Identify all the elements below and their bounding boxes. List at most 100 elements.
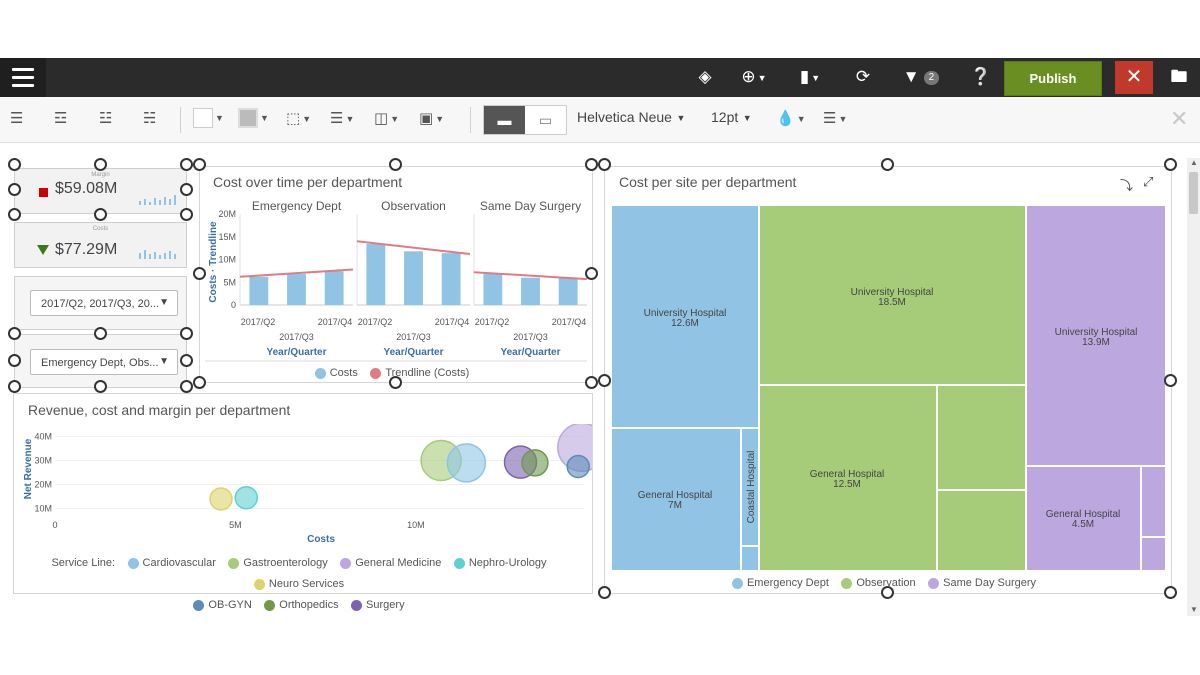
legend-item-general-medicine[interactable]: General Medicine bbox=[340, 557, 441, 569]
trendline[interactable] bbox=[239, 268, 354, 278]
legend-item-orthopedics[interactable]: Orthopedics bbox=[264, 599, 339, 611]
filter-button[interactable]: ▼ 2 bbox=[896, 66, 946, 88]
bar[interactable] bbox=[249, 276, 269, 305]
font-size-select[interactable]: 12pt ▼ bbox=[711, 109, 752, 125]
add-widget-button[interactable]: ⊕ ▼ bbox=[741, 67, 767, 86]
treemap-cell[interactable] bbox=[611, 427, 742, 571]
border-color-button[interactable]: ▼ bbox=[238, 108, 269, 129]
trendline[interactable] bbox=[473, 271, 588, 281]
treemap-cell[interactable] bbox=[1140, 465, 1166, 538]
text-color-button[interactable]: 💧 ▼ bbox=[776, 109, 806, 129]
legend-item-ob-gyn[interactable]: OB-GYN bbox=[193, 599, 252, 611]
bubble-point[interactable] bbox=[521, 449, 549, 477]
resize-handle[interactable] bbox=[389, 158, 402, 171]
resize-handle[interactable] bbox=[1164, 374, 1177, 387]
legend-item-observation[interactable]: Observation bbox=[841, 577, 916, 589]
close-editor-button[interactable]: ✕ bbox=[1115, 61, 1153, 94]
kpi-margin[interactable]: Margin $59.08M bbox=[14, 168, 187, 214]
revenue-cost-margin-panel[interactable]: Revenue, cost and margin per department … bbox=[13, 393, 593, 611]
legend-item-gastroenterology[interactable]: Gastroenterology bbox=[228, 557, 328, 569]
show-title-icon[interactable]: ▬ bbox=[484, 106, 525, 134]
scroll-up-icon[interactable]: ▲ bbox=[1190, 158, 1198, 167]
resize-handle[interactable] bbox=[180, 158, 193, 171]
quarter-filter-dropdown[interactable]: 2017/Q2, 2017/Q3, 20... ▼ bbox=[30, 290, 178, 316]
legend-item-nephro-urology[interactable]: Nephro-Urology bbox=[453, 557, 547, 569]
resize-handle[interactable] bbox=[180, 327, 193, 340]
resize-handle[interactable] bbox=[8, 327, 21, 340]
bubble-point[interactable] bbox=[209, 487, 233, 511]
bubble-point[interactable] bbox=[234, 486, 259, 510]
treemap-cell[interactable] bbox=[936, 384, 1027, 491]
diamond-navigate-icon[interactable]: ◈ bbox=[698, 67, 712, 86]
resize-handle[interactable] bbox=[94, 380, 107, 393]
bubble-point[interactable] bbox=[446, 443, 487, 483]
padding-button[interactable]: ◫ ▼ bbox=[374, 109, 399, 129]
resize-handle[interactable] bbox=[1164, 586, 1177, 599]
treemap-cell[interactable] bbox=[936, 489, 1027, 571]
text-align-button[interactable]: ☰ ▼ bbox=[823, 109, 847, 129]
legend-item-costs[interactable]: Costs bbox=[314, 367, 358, 379]
legend-item-trendline[interactable]: Trendline (Costs) bbox=[370, 367, 469, 379]
resize-handle[interactable] bbox=[8, 158, 21, 171]
layers-icon[interactable]: ☰ bbox=[10, 110, 24, 127]
resize-handle[interactable] bbox=[881, 586, 894, 599]
resize-handle[interactable] bbox=[94, 158, 107, 171]
legend-item-neuro-services[interactable]: Neuro Services bbox=[253, 578, 344, 590]
bar[interactable] bbox=[366, 244, 386, 305]
resize-handle[interactable] bbox=[585, 376, 598, 389]
page-button[interactable]: ▮ ▼ bbox=[799, 67, 821, 86]
resize-handle[interactable] bbox=[8, 183, 21, 196]
shadow-button[interactable]: ▣ ▼ bbox=[419, 109, 444, 129]
drill-down-icon[interactable]: ⤵ bbox=[1120, 178, 1134, 193]
send-backward-icon[interactable]: ☵ bbox=[143, 110, 157, 127]
cost-per-site-panel[interactable]: Cost per site per department ⤵ ⤢ Univers… bbox=[604, 166, 1172, 594]
resize-handle[interactable] bbox=[180, 208, 193, 221]
resize-handle[interactable] bbox=[193, 376, 206, 389]
line-weight-button[interactable]: ☰ ▼ bbox=[330, 109, 354, 129]
resize-handle[interactable] bbox=[585, 267, 598, 280]
bubble-point[interactable] bbox=[566, 454, 590, 479]
resize-handle[interactable] bbox=[585, 158, 598, 171]
legend-item-emergency[interactable]: Emergency Dept bbox=[731, 577, 829, 589]
resize-handle[interactable] bbox=[598, 374, 611, 387]
border-style-button[interactable]: ⬚ ▼ bbox=[286, 109, 311, 129]
resize-handle[interactable] bbox=[180, 354, 193, 367]
help-icon[interactable]: ❔ bbox=[970, 67, 992, 86]
legend-item-cardiovascular[interactable]: Cardiovascular bbox=[127, 557, 216, 569]
bar[interactable] bbox=[404, 251, 423, 305]
publish-button[interactable]: Publish bbox=[1004, 61, 1102, 96]
resize-handle[interactable] bbox=[180, 183, 193, 196]
bar[interactable] bbox=[324, 271, 344, 305]
font-family-select[interactable]: Helvetica Neue ▼ bbox=[577, 109, 685, 125]
bar[interactable] bbox=[521, 277, 540, 305]
fill-color-button[interactable]: ▼ bbox=[193, 108, 224, 129]
cost-over-time-panel[interactable]: Cost over time per department Costs · Tr… bbox=[199, 166, 593, 383]
bar[interactable] bbox=[287, 274, 306, 305]
treemap-cell[interactable] bbox=[1140, 536, 1166, 571]
kpi-costs[interactable]: Costs $77.29M bbox=[14, 222, 187, 268]
resize-handle[interactable] bbox=[1164, 158, 1177, 171]
resize-handle[interactable] bbox=[94, 327, 107, 340]
resize-handle[interactable] bbox=[180, 380, 193, 393]
folder-icon[interactable]: 🖿 bbox=[1170, 67, 1188, 86]
resize-handle[interactable] bbox=[8, 354, 21, 367]
refresh-icon[interactable]: ⟳ bbox=[855, 67, 871, 86]
resize-handle[interactable] bbox=[8, 208, 21, 221]
department-filter-dropdown[interactable]: Emergency Dept, Obs... ▼ bbox=[30, 349, 178, 375]
bar[interactable] bbox=[558, 278, 578, 305]
resize-handle[interactable] bbox=[881, 158, 894, 171]
treemap-cell[interactable] bbox=[740, 545, 760, 571]
expand-icon[interactable]: ⤢ bbox=[1143, 174, 1154, 189]
resize-handle[interactable] bbox=[94, 208, 107, 221]
resize-handle[interactable] bbox=[598, 586, 611, 599]
resize-handle[interactable] bbox=[8, 380, 21, 393]
hide-title-icon[interactable]: ▭ bbox=[538, 112, 553, 128]
bar[interactable] bbox=[483, 274, 503, 305]
legend-item-same-day-surgery[interactable]: Same Day Surgery bbox=[928, 577, 1036, 589]
resize-handle[interactable] bbox=[193, 158, 206, 171]
scroll-down-icon[interactable]: ▼ bbox=[1190, 605, 1198, 614]
scroll-thumb[interactable] bbox=[1189, 172, 1198, 214]
legend-item-surgery[interactable]: Surgery bbox=[351, 599, 405, 611]
resize-handle[interactable] bbox=[598, 158, 611, 171]
vertical-scrollbar[interactable]: ▲ ▼ bbox=[1187, 158, 1200, 616]
